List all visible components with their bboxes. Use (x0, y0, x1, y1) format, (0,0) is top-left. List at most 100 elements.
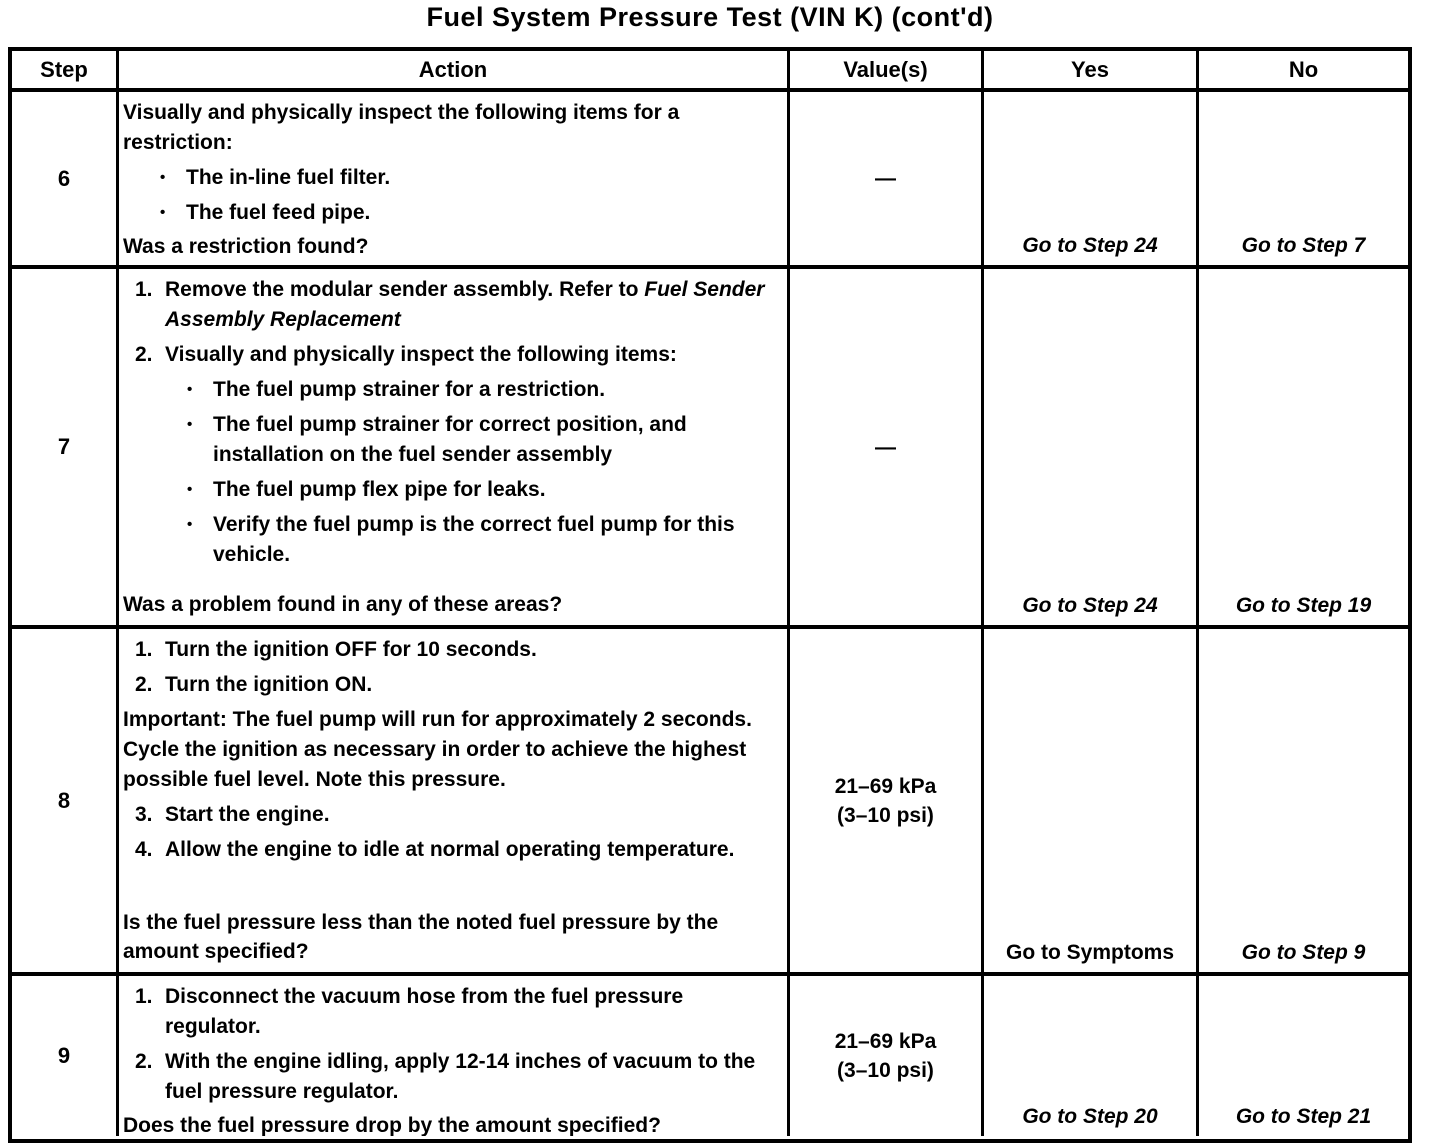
table-row: 7 1. Remove the modular sender assembly. R… (12, 265, 1408, 625)
step-number: 7 (57, 434, 71, 459)
yes-cell: Go to Step 20 (984, 976, 1199, 1136)
item-text-main: Turn the ignition ON. (165, 673, 373, 696)
bullet-icon: • (187, 381, 193, 398)
step-cell: 9 (12, 976, 119, 1136)
bullet-icon: • (160, 169, 166, 186)
action-numbered-item: 1. Remove the modular sender assembly. Re… (123, 275, 779, 335)
header-yes: Yes (984, 51, 1199, 88)
header-no: No (1288, 56, 1319, 82)
value-text: (3–10 psi) (837, 803, 934, 827)
go-to-reference: Go to Step 9 (1241, 941, 1366, 964)
action-numbered-item: 2. Visually and physically inspect the fo… (123, 340, 779, 370)
no-cell: Go to Step 9 (1199, 629, 1408, 972)
action-bullet-item: • The in-line fuel filter. (123, 163, 779, 193)
action-numbered-item: 4. Allow the engine to idle at normal ope… (123, 835, 779, 865)
value-cell: 21–69 kPa (3–10 psi) (790, 976, 984, 1136)
item-text: Remove the modular sender assembly. Refe… (165, 275, 779, 335)
table-row: 8 1. Turn the ignition OFF for 10 seconds.… (12, 625, 1408, 972)
page-title: Fuel System Pressure Test (VIN K) (cont'… (426, 2, 994, 32)
pressure-test-table: Step Action Value(s) Yes No 6 Visually an… (8, 47, 1412, 1143)
value-text: — (875, 167, 896, 190)
action-numbered-item: 1. Disconnect the vacuum hose from the fu… (123, 982, 779, 1042)
item-text-main: Turn the ignition OFF for 10 seconds. (165, 638, 537, 661)
action-bullet-item: • The fuel feed pipe. (123, 198, 779, 228)
item-text-main: Disconnect the vacuum hose from the fuel… (165, 985, 684, 1038)
action-numbered-item: 2. Turn the ignition ON. (123, 670, 779, 700)
bullet-text: The fuel pump flex pipe for leaks. (213, 478, 546, 501)
yes-cell: Go to Symptoms (984, 629, 1199, 972)
action-cell: 1. Remove the modular sender assembly. Re… (119, 269, 790, 625)
item-text-main: Start the engine. (165, 803, 330, 826)
value-text: — (875, 435, 896, 459)
item-text-main: Allow the engine to idle at normal opera… (165, 838, 735, 861)
list-number: 3. (135, 803, 153, 826)
yes-cell: Go to Step 24 (984, 269, 1199, 625)
item-text: Disconnect the vacuum hose from the fuel… (165, 982, 779, 1042)
step-cell: 6 (12, 92, 119, 265)
item-text-main: With the engine idling, apply 12-14 inch… (165, 1050, 756, 1103)
item-text-main: Remove the modular sender assembly. Refe… (165, 278, 645, 301)
bullet-icon: • (187, 481, 193, 498)
action-cell: 1. Disconnect the vacuum hose from the fu… (119, 976, 790, 1136)
bullet-text: The fuel pump strainer for a restriction… (213, 378, 606, 401)
action-bullet-item: • The fuel pump strainer for a restrictio… (123, 375, 779, 405)
bullet-icon: • (187, 516, 193, 533)
bullet-text: Verify the fuel pump is the correct fuel… (213, 513, 735, 566)
step-number: 6 (57, 165, 71, 191)
no-cell: Go to Step 21 (1199, 976, 1408, 1136)
go-to-reference: Go to Step 19 (1235, 594, 1372, 617)
go-to-reference: Go to Step 7 (1241, 234, 1366, 257)
step-number: 9 (57, 1043, 71, 1068)
list-number: 2. (135, 673, 153, 696)
paragraph-text: Visually and physically inspect the foll… (123, 101, 680, 154)
item-text: Turn the ignition ON. (165, 670, 779, 700)
step-number: 8 (57, 787, 71, 813)
action-cell: Visually and physically inspect the foll… (119, 92, 790, 265)
step-cell: 7 (12, 269, 119, 625)
value-cell: — (790, 92, 984, 265)
go-to-reference: Go to Step 21 (1235, 1105, 1372, 1128)
header-values: Value(s) (790, 51, 984, 88)
table-row: 9 1. Disconnect the vacuum hose from the f… (12, 972, 1408, 1136)
header-step: Step (12, 51, 119, 88)
item-text-italic-reference: Fuel Sender Assembly Replacement (165, 278, 765, 331)
action-paragraph: Visually and physically inspect the foll… (123, 98, 779, 158)
table-row: 6 Visually and physically inspect the fol… (12, 88, 1408, 265)
list-number: 4. (135, 838, 153, 861)
table-header-row: Step Action Value(s) Yes No (12, 51, 1408, 88)
action-bullet-item: • Verify the fuel pump is the correct fue… (123, 510, 779, 570)
action-question: Was a problem found in any of these area… (123, 593, 563, 616)
bullet-icon: • (187, 416, 193, 433)
step-cell: 8 (12, 629, 119, 972)
item-text-main: Visually and physically inspect the foll… (165, 343, 677, 366)
bullet-text: The in-line fuel filter. (186, 166, 391, 189)
value-text: (3–10 psi) (837, 1059, 934, 1082)
list-number: 1. (135, 985, 153, 1008)
action-bullet-item: • The fuel pump strainer for correct posi… (123, 410, 779, 470)
action-bullet-item: • The fuel pump flex pipe for leaks. (123, 475, 779, 505)
go-to-reference: Go to Symptoms (1005, 941, 1174, 964)
yes-cell: Go to Step 24 (984, 92, 1199, 265)
go-to-reference: Go to Step 24 (1022, 234, 1158, 257)
action-cell: 1. Turn the ignition OFF for 10 seconds. 2… (119, 629, 790, 972)
important-label: Important: (123, 708, 227, 731)
list-number: 2. (135, 1050, 153, 1073)
item-text: Allow the engine to idle at normal opera… (165, 835, 779, 865)
value-cell: 21–69 kPa (3–10 psi) (790, 629, 984, 972)
important-text: The fuel pump will run for approximately… (123, 708, 752, 791)
action-question: Does the fuel pressure drop by the amoun… (123, 1114, 661, 1136)
action-question: Was a restriction found? (123, 235, 369, 258)
action-numbered-item: 1. Turn the ignition OFF for 10 seconds. (123, 635, 779, 665)
item-text: Visually and physically inspect the foll… (165, 340, 779, 370)
action-question: Is the fuel pressure less than the noted… (123, 911, 719, 963)
bullet-text: The fuel pump strainer for correct posit… (213, 413, 687, 466)
go-to-reference: Go to Step 20 (1022, 1105, 1158, 1128)
no-cell: Go to Step 7 (1199, 92, 1408, 265)
item-text: Turn the ignition OFF for 10 seconds. (165, 635, 779, 665)
header-action: Action (119, 51, 790, 88)
action-numbered-item: 3. Start the engine. (123, 800, 779, 830)
item-text: With the engine idling, apply 12-14 inch… (165, 1047, 779, 1107)
value-cell: — (790, 269, 984, 625)
bullet-text: The fuel feed pipe. (186, 201, 371, 224)
no-cell: Go to Step 19 (1199, 269, 1408, 625)
